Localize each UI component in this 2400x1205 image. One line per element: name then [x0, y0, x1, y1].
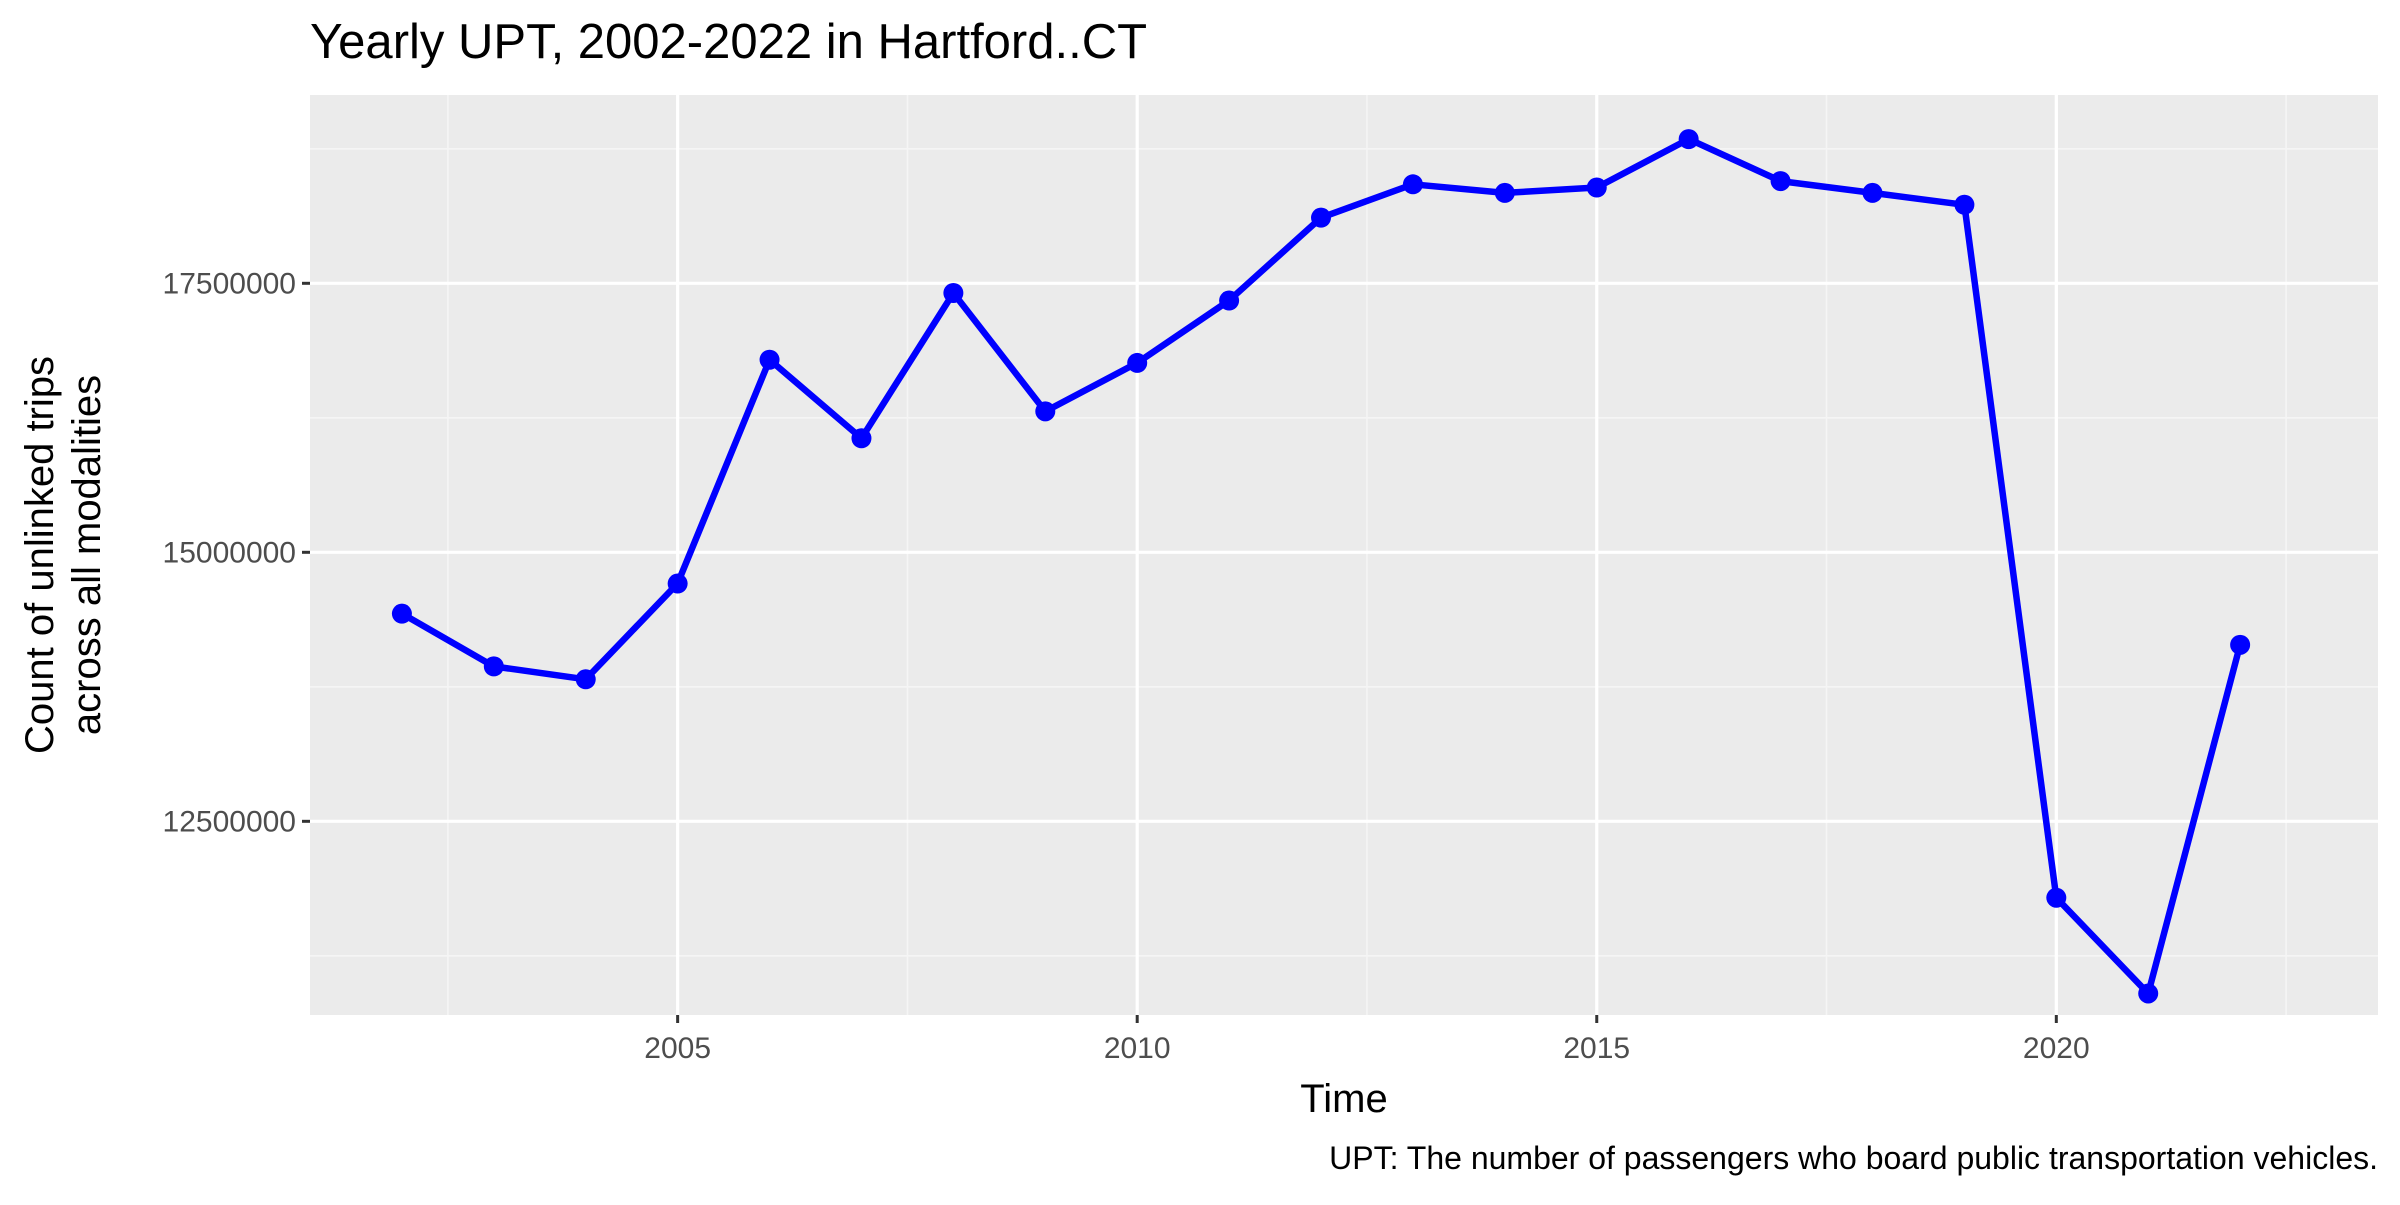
- x-tick-label: 2005: [644, 1032, 711, 1065]
- data-point: [1770, 171, 1791, 192]
- plot-panel: [310, 95, 2378, 1015]
- data-point: [1954, 194, 1975, 215]
- data-point: [1311, 207, 1332, 228]
- y-tick-label: 12500000: [163, 805, 296, 838]
- data-point: [1494, 182, 1515, 203]
- data-point: [2138, 983, 2159, 1004]
- data-point: [943, 282, 964, 303]
- data-point: [1586, 177, 1607, 198]
- y-tick-label: 17500000: [163, 267, 296, 300]
- data-point: [759, 349, 780, 370]
- major-gridlines: [310, 95, 2378, 1015]
- chart-caption: UPT: The number of passengers who board …: [1329, 1140, 2378, 1176]
- data-point: [1402, 174, 1423, 195]
- y-axis-title-line-2: across all modalities: [65, 375, 109, 735]
- data-point: [1219, 290, 1240, 311]
- data-point: [1035, 401, 1056, 422]
- x-tick-label: 2010: [1104, 1032, 1171, 1065]
- data-point: [1127, 352, 1148, 373]
- x-axis-title: Time: [1300, 1077, 1387, 1121]
- data-point: [483, 656, 504, 677]
- data-point: [667, 573, 688, 594]
- minor-gridlines: [310, 95, 2378, 1015]
- chart-title: Yearly UPT, 2002-2022 in Hartford..CT: [310, 15, 1147, 69]
- data-point: [2046, 887, 2067, 908]
- data-point: [575, 669, 596, 690]
- x-tick-label: 2020: [2023, 1032, 2090, 1065]
- data-point: [2230, 634, 2251, 655]
- y-axis-title-line-1: Count of unlinked trips: [18, 356, 62, 754]
- axis-ticks: 2005 2010 2015 2020 12500000 15000000 17500000: [163, 267, 2090, 1065]
- data-point: [851, 428, 872, 449]
- y-tick-label: 15000000: [163, 536, 296, 569]
- series-layer: [391, 129, 2251, 1004]
- data-point: [1862, 182, 1883, 203]
- data-point: [391, 603, 412, 624]
- data-point: [1678, 129, 1699, 150]
- x-tick-label: 2015: [1563, 1032, 1630, 1065]
